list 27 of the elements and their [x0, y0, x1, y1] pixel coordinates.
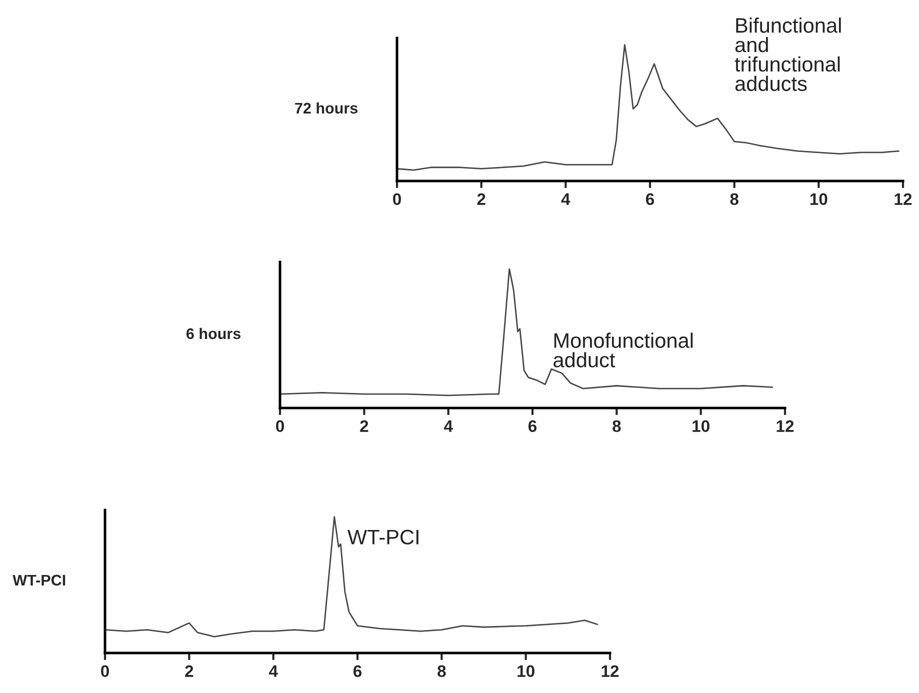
x-tick-label: 12: [776, 420, 794, 432]
x-tick-label: 10: [810, 193, 828, 206]
x-tick-label: 2: [185, 665, 194, 677]
x-tick-label: 0: [393, 193, 401, 206]
x-tick-label: 0: [101, 665, 109, 678]
annotation: Bifunctional and trifunctional adducts: [734, 18, 841, 92]
y-axis-title: WT-PCI: [12, 574, 66, 586]
x-tick-label: 4: [268, 665, 278, 677]
x-tick-label: 8: [612, 420, 621, 432]
x-tick-label: 6: [528, 420, 537, 432]
x-tick-label: 10: [518, 665, 534, 678]
x-tick-label: 12: [602, 665, 619, 677]
x-tick-label: 4: [444, 420, 453, 432]
x-tick-label: 8: [730, 193, 738, 206]
annotation: WT-PCI: [347, 530, 418, 544]
y-axis-title: 6 hours: [186, 328, 240, 340]
x-tick-label: 12: [894, 193, 912, 205]
x-tick-label: 8: [438, 665, 446, 678]
x-tick-label: 2: [360, 420, 368, 432]
x-tick-label: 2: [477, 193, 486, 205]
x-tick-label: 10: [692, 420, 710, 432]
x-tick-label: 0: [276, 420, 284, 432]
x-tick-label: 6: [646, 193, 654, 206]
x-tick-label: 6: [353, 665, 362, 678]
y-axis-title: 72 hours: [295, 102, 358, 114]
x-tick-label: 4: [561, 193, 570, 205]
annotation: Monofunctional adduct: [554, 332, 693, 368]
